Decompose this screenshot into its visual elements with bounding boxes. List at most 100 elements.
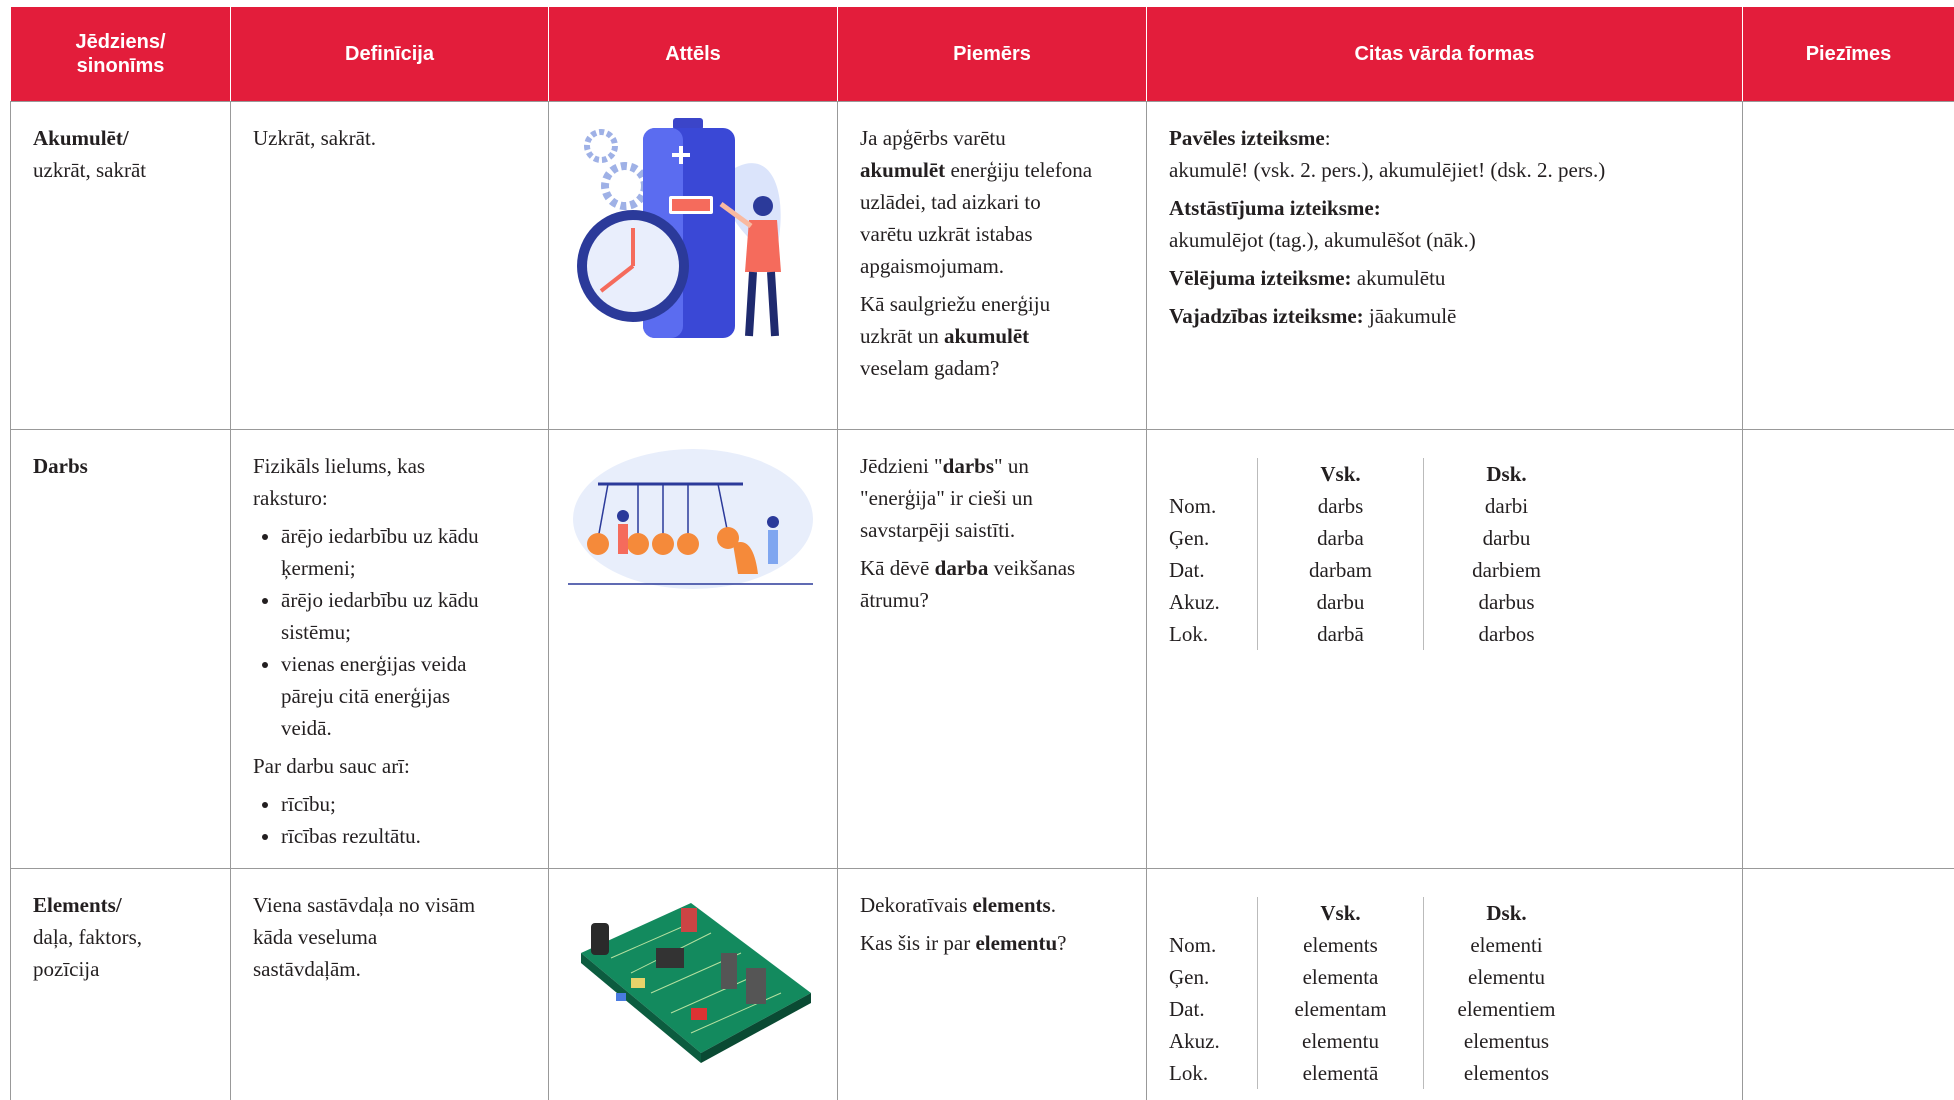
header-text: Jēdziens/ — [75, 31, 166, 53]
component — [680, 908, 697, 932]
case-label: Dat. — [1169, 558, 1205, 582]
bold-run: Vēlējuma izteiksme: — [1169, 266, 1352, 290]
form-line: akumulē! (vsk. 2. pers.), akumulējiet! (… — [1169, 154, 1720, 186]
battery-illustration — [577, 118, 781, 338]
capacitor — [590, 923, 609, 955]
word-form: darbiem — [1423, 554, 1589, 586]
bullet-item: vienas enerģijas veida pāreju citā enerģ… — [281, 648, 488, 744]
notes-cell — [1742, 429, 1954, 869]
clock-hands — [599, 228, 635, 293]
word-form: elementam — [1257, 993, 1424, 1025]
header-cell: Jēdziens/sinonīms — [10, 6, 231, 102]
case-label: Dat. — [1169, 997, 1205, 1021]
board-edge — [700, 993, 811, 1063]
declension-head: Vsk. Dsk. — [1169, 458, 1589, 490]
plus — [672, 146, 690, 164]
person — [617, 510, 629, 522]
paragraph: daļa, faktors, — [33, 921, 208, 953]
component — [745, 968, 766, 1004]
paragraph: uzkrāt, sakrāt — [33, 154, 208, 186]
text-run: Jēdzieni " — [860, 454, 943, 478]
declension-row: Nom. darbs darbi — [1169, 490, 1589, 522]
gear — [584, 129, 618, 163]
form-line: Vēlējuma izteiksme: akumulētu — [1169, 262, 1720, 294]
header-cell: Citas vārda formas — [1146, 6, 1743, 102]
forms-cell: Vsk. Dsk. Nom. elements elementi Ģen. elementa… — [1146, 868, 1743, 1100]
text-run: Uzkrāt, sakrāt. — [253, 126, 377, 150]
paragraph: Ja apģērbs varētu akumulēt enerģiju tele… — [860, 122, 1096, 282]
paragraph: Akumulēt/ — [33, 122, 208, 154]
word-form: elementiem — [1423, 993, 1589, 1025]
declension-row: Dat. elementam elementiem — [1169, 993, 1589, 1025]
bold-run: Darbs — [33, 454, 88, 478]
case-label: Lok. — [1169, 1061, 1209, 1085]
image-cell — [548, 101, 838, 430]
number-heading: Dsk. — [1423, 458, 1589, 490]
declension-table: Vsk. Dsk. Nom. elements elementi Ģen. elementa… — [1169, 897, 1589, 1089]
paragraph: Uzkrāt, sakrāt. — [253, 122, 488, 154]
paragraph: Dekoratīvais elements. — [860, 889, 1096, 921]
form-block: Atstāstījuma izteiksme: akumulējot (tag.)… — [1169, 192, 1720, 256]
table-row: Akumulēt/uzkrāt, sakrāt Uzkrāt, sakrāt. J… — [10, 101, 1954, 430]
text-run: veikšanas ātrumu? — [860, 556, 1076, 612]
case-label: Ģen. — [1169, 965, 1210, 989]
table-body: Akumulēt/uzkrāt, sakrāt Uzkrāt, sakrāt. J… — [10, 101, 1954, 1100]
example-cell: Dekoratīvais elements. Kas šis ir par ele… — [837, 868, 1147, 1100]
case-label: Akuz. — [1169, 590, 1220, 614]
declension-row: Akuz. darbu darbus — [1169, 586, 1589, 618]
header-text: Definīcija — [345, 43, 434, 65]
form-line: Pavēles izteiksme: — [1169, 122, 1720, 154]
text-run: Dekoratīvais — [860, 893, 973, 917]
term-cell: Elements/daļa, faktors, pozīcija — [10, 868, 231, 1100]
text-run: ārējo iedarbību uz kādu sistēmu; — [281, 588, 479, 644]
definition-cell: Fizikāls lielums, kas raksturo: ārējo ied… — [230, 429, 549, 869]
header-text: Attēls — [665, 43, 721, 65]
example-cell: Jēdzieni "darbs" un "enerģija" ir cieši … — [837, 429, 1147, 869]
word-form: darbi — [1423, 490, 1589, 522]
word-form: elementā — [1257, 1057, 1424, 1089]
word-form: elementos — [1423, 1057, 1589, 1089]
bold-run: Elements/ — [33, 893, 122, 917]
text-run: Par darbu sauc arī: — [253, 754, 410, 778]
term-cell: Akumulēt/uzkrāt, sakrāt — [10, 101, 231, 430]
bold-run: darbs — [942, 454, 994, 478]
bullet-list: ārējo iedarbību uz kādu ķermeni; ārējo ie… — [253, 520, 488, 744]
example-cell: Ja apģērbs varētu akumulēt enerģiju tele… — [837, 101, 1147, 430]
person-body — [768, 530, 778, 564]
bold-run: Atstāstījuma izteiksme: — [1169, 196, 1381, 220]
text-run: " un "enerģija" ir cieši un savstarpēji … — [860, 454, 1033, 542]
bullet-item: ārējo iedarbību uz kādu ķermeni; — [281, 520, 488, 584]
case-label: Ģen. — [1169, 526, 1210, 550]
form-block: Vajadzības izteiksme: jāakumulē — [1169, 300, 1720, 332]
strings — [597, 483, 729, 540]
declension-row: Lok. elementā elementos — [1169, 1057, 1589, 1089]
table-row: Darbs Fizikāls lielums, kas raksturo: ārēj… — [10, 429, 1954, 869]
header-text: Piezīmes — [1805, 43, 1892, 65]
word-form: darba — [1257, 522, 1424, 554]
declension-row: Akuz. elementu elementus — [1169, 1025, 1589, 1057]
paragraph: Fizikāls lielums, kas raksturo: — [253, 450, 488, 514]
number-heading: Dsk. — [1423, 897, 1589, 929]
balls — [587, 527, 739, 555]
notes-cell — [1742, 868, 1954, 1100]
person-body — [618, 524, 628, 554]
form-line: Vajadzības izteiksme: jāakumulē — [1169, 300, 1720, 332]
bullet-item: ārējo iedarbību uz kādu sistēmu; — [281, 584, 488, 648]
bold-run: elements — [972, 893, 1051, 917]
header-text: sinonīms — [76, 55, 165, 77]
bullet-list: rīcību; rīcības rezultātu. — [253, 788, 488, 852]
text-run: rīcības rezultātu. — [281, 824, 421, 848]
number-heading: Vsk. — [1257, 897, 1424, 929]
number-heading: Vsk. — [1257, 458, 1424, 490]
bold-run: Akumulēt/ — [33, 126, 129, 150]
newton-cradle-illustration — [568, 449, 813, 589]
text-run: rīcību; — [281, 792, 336, 816]
header-text: Piemērs — [953, 43, 1031, 65]
term-cell: Darbs — [10, 429, 231, 869]
header-row: Jēdziens/sinonīms Definīcija Attēls Piemērs… — [10, 6, 1954, 102]
paragraph: Kas šis ir par elementu? — [860, 927, 1096, 959]
declension-row: Ģen. darba darbu — [1169, 522, 1589, 554]
declension-row: Dat. darbam darbiem — [1169, 554, 1589, 586]
